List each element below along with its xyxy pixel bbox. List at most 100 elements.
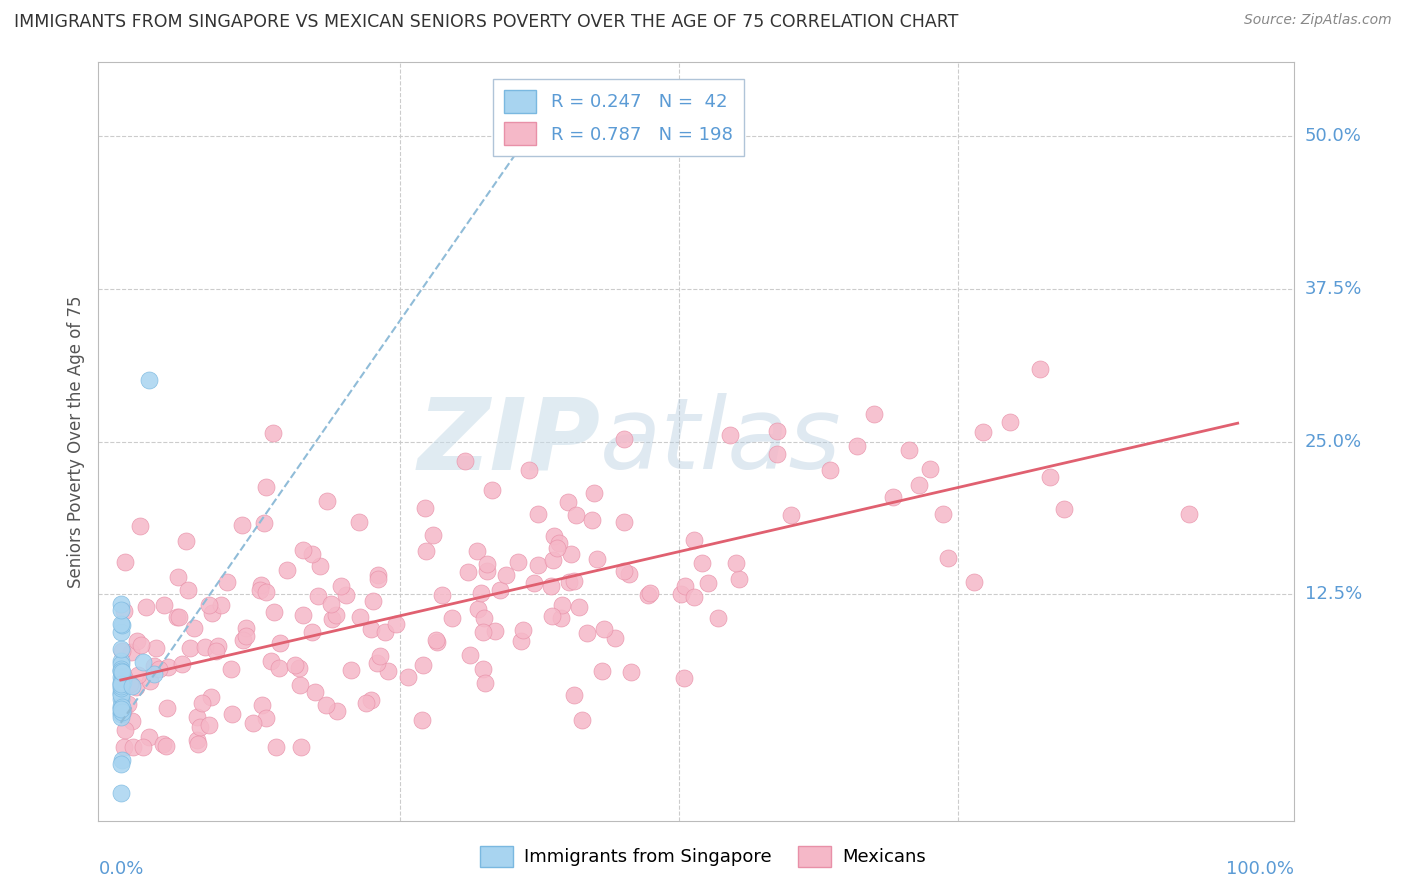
Point xyxy=(412,657,434,672)
Point xyxy=(766,424,789,438)
Point xyxy=(110,705,132,719)
Point xyxy=(110,706,132,721)
Point xyxy=(673,671,696,685)
Point xyxy=(972,425,994,440)
Point xyxy=(188,720,211,734)
Point xyxy=(219,662,242,676)
Point xyxy=(242,716,264,731)
Point xyxy=(155,739,177,753)
Point xyxy=(360,693,382,707)
Point xyxy=(111,665,134,679)
Point xyxy=(110,662,132,676)
Point xyxy=(673,579,696,593)
Point xyxy=(121,714,143,729)
Point xyxy=(963,574,986,589)
Point xyxy=(457,565,479,579)
Point xyxy=(540,609,562,624)
Point xyxy=(110,691,132,706)
Point xyxy=(235,621,257,635)
Point xyxy=(637,588,659,602)
Point xyxy=(231,517,253,532)
Point xyxy=(121,679,143,693)
Legend: Immigrants from Singapore, Mexicans: Immigrants from Singapore, Mexicans xyxy=(474,838,932,874)
Point xyxy=(183,621,205,635)
Point xyxy=(411,713,433,727)
Point xyxy=(153,598,176,612)
Point xyxy=(111,674,134,689)
Point xyxy=(111,753,134,767)
Point xyxy=(581,512,603,526)
Point xyxy=(472,662,495,676)
Point xyxy=(262,426,284,441)
Point xyxy=(592,665,614,679)
Point xyxy=(374,625,396,640)
Point xyxy=(724,556,747,570)
Point xyxy=(360,622,382,636)
Point xyxy=(143,666,166,681)
Point xyxy=(396,670,419,684)
Point xyxy=(110,603,132,617)
Point xyxy=(186,732,208,747)
Point xyxy=(125,680,148,694)
Point xyxy=(110,687,132,701)
Point xyxy=(110,685,132,699)
Point xyxy=(765,447,787,461)
Point xyxy=(1053,501,1076,516)
Point xyxy=(179,641,201,656)
Point xyxy=(509,633,531,648)
Point xyxy=(523,576,546,591)
Point xyxy=(470,586,492,600)
Text: 37.5%: 37.5% xyxy=(1305,280,1362,298)
Point xyxy=(128,519,150,533)
Point xyxy=(413,501,436,516)
Point xyxy=(301,624,323,639)
Text: 100.0%: 100.0% xyxy=(1226,860,1294,878)
Point xyxy=(284,658,307,673)
Point xyxy=(132,655,155,669)
Point xyxy=(264,740,287,755)
Point xyxy=(139,674,162,689)
Point xyxy=(174,534,197,549)
Point xyxy=(114,723,136,737)
Point xyxy=(603,631,626,645)
Point xyxy=(110,785,132,799)
Point xyxy=(269,636,291,650)
Point xyxy=(696,576,718,591)
Point xyxy=(512,624,534,638)
Point xyxy=(167,610,190,624)
Point xyxy=(1039,469,1062,483)
Point xyxy=(112,740,135,755)
Point xyxy=(728,572,751,586)
Point xyxy=(221,706,243,721)
Point xyxy=(117,697,139,711)
Text: 0.0%: 0.0% xyxy=(98,860,143,878)
Point xyxy=(201,606,224,620)
Point xyxy=(110,688,132,702)
Point xyxy=(620,665,643,679)
Point xyxy=(110,625,132,640)
Point xyxy=(254,480,277,494)
Point xyxy=(467,602,489,616)
Point xyxy=(780,508,803,523)
Point xyxy=(254,585,277,599)
Point xyxy=(593,622,616,636)
Point xyxy=(315,494,337,508)
Point xyxy=(110,679,132,693)
Point xyxy=(548,536,571,550)
Point xyxy=(198,598,221,612)
Point xyxy=(481,483,503,497)
Point xyxy=(571,713,593,727)
Point xyxy=(385,616,408,631)
Point xyxy=(519,463,541,477)
Point xyxy=(330,579,353,593)
Point xyxy=(564,574,586,588)
Point xyxy=(292,543,315,558)
Point xyxy=(366,657,388,671)
Point xyxy=(292,608,315,623)
Legend: R = 0.247   N =  42, R = 0.787   N = 198: R = 0.247 N = 42, R = 0.787 N = 198 xyxy=(494,79,744,156)
Point xyxy=(250,578,273,592)
Point xyxy=(441,611,464,625)
Point xyxy=(527,558,550,572)
Point xyxy=(125,633,148,648)
Point xyxy=(110,597,132,611)
